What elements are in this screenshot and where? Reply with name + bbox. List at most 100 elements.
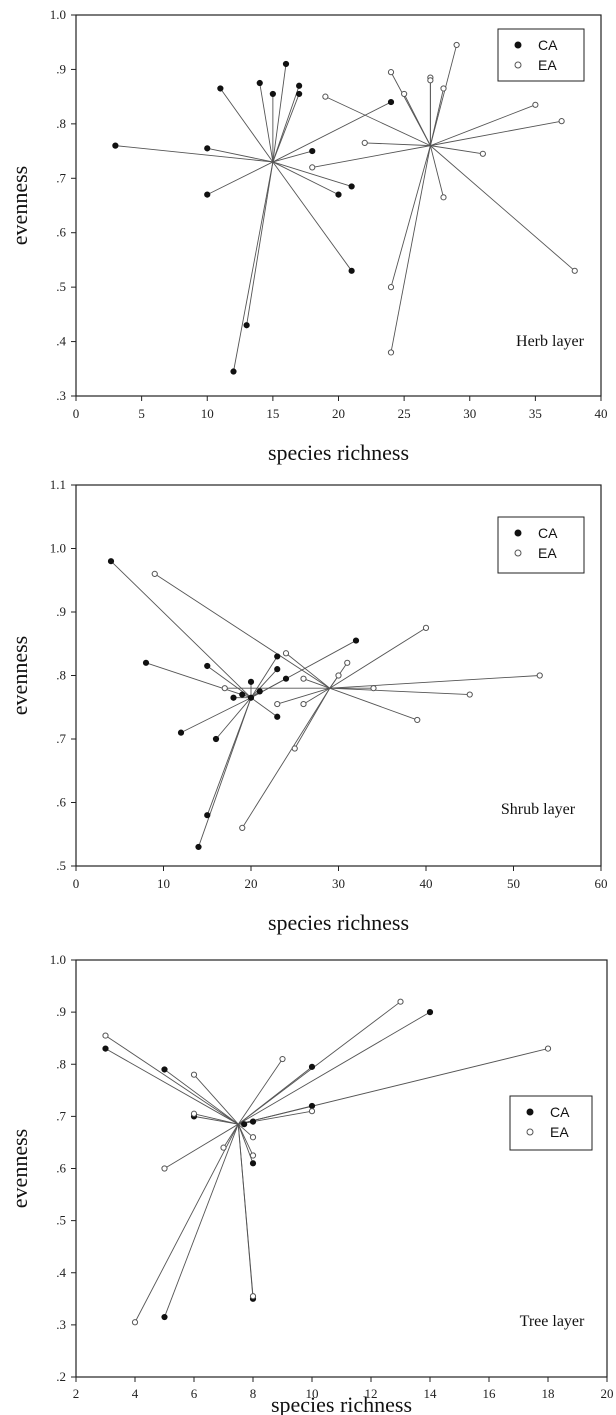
data-point-ca — [247, 678, 255, 685]
spoke-line-ca — [238, 1011, 431, 1125]
spoke-line-ea — [430, 145, 576, 272]
data-point-ca — [274, 653, 281, 660]
data-point-ca — [230, 694, 237, 701]
legend-label-ca: CA — [550, 1104, 570, 1120]
herb-layer-panel: 0 5 10 15 20 25 30 35 40 .3 .4 .5 .6 .7 .8 .9 1.0 species… — [7, 7, 607, 465]
data-point-ca — [217, 85, 224, 92]
spoke-line-ea — [329, 687, 418, 721]
y-axis-title: evenness — [7, 636, 32, 715]
y-tick-label: .9 — [56, 1004, 66, 1019]
data-point-ea — [131, 1319, 139, 1326]
spoke-line-ca — [198, 697, 252, 848]
spoke-line-ea — [329, 675, 540, 689]
data-point-ca — [102, 1045, 109, 1052]
spoke-line-ea — [223, 1123, 239, 1148]
data-point-ca — [348, 183, 355, 190]
spoke-line-ea — [154, 573, 330, 689]
x-tick-label: 35 — [529, 406, 542, 421]
legend-marker-ca — [526, 1108, 534, 1116]
spoke-line-ca — [164, 1069, 239, 1125]
legend-marker-ea — [514, 549, 522, 557]
data-point-ea — [466, 691, 473, 698]
data-point-ca — [348, 267, 355, 274]
spoke-line-ea — [237, 1001, 401, 1125]
data-point-ea — [422, 624, 430, 631]
spoke-line-ea — [303, 678, 330, 689]
y-tick-label: .5 — [56, 279, 66, 294]
legend-label-ea: EA — [538, 545, 557, 561]
y-tick-label: 1.0 — [50, 952, 66, 967]
data-point-ca — [249, 1160, 257, 1167]
data-point-ea — [536, 672, 543, 679]
y-tick-label: .6 — [56, 795, 66, 810]
y-tick-label: .5 — [56, 1213, 66, 1228]
data-point-ca — [308, 1063, 316, 1070]
data-point-ea — [239, 824, 246, 832]
spoke-line-ea — [430, 104, 536, 147]
panel-label: Tree layer — [520, 1313, 585, 1330]
y-tick-label: .3 — [56, 388, 66, 403]
data-point-ca — [309, 147, 316, 155]
data-point-ea — [220, 1144, 227, 1151]
data-point-ca — [308, 1102, 316, 1110]
data-point-ea — [397, 998, 404, 1005]
data-point-ca — [212, 735, 220, 743]
data-point-ca — [243, 322, 250, 329]
spoke-line-ea — [403, 93, 431, 146]
legend-label-ea: EA — [538, 57, 557, 73]
legend-label-ca: CA — [538, 525, 558, 541]
data-point-ca — [274, 713, 281, 720]
x-tick-label: 40 — [420, 876, 433, 891]
x-tick-label: 0 — [73, 406, 80, 421]
spoke-line-ca — [272, 101, 392, 163]
spoke-line-ca — [250, 640, 357, 699]
data-point-ea — [300, 700, 307, 708]
spoke-line-ea — [164, 1123, 239, 1169]
spoke-line-ea — [429, 44, 458, 146]
spoke-line-ea — [364, 142, 431, 147]
spoke-line-ea — [105, 1035, 239, 1125]
spoke-line-ca — [164, 1124, 239, 1318]
x-tick-label: 30 — [463, 406, 476, 421]
legend-box — [497, 516, 585, 574]
x-tick-label: 20 — [332, 406, 345, 421]
spoke-line-ea — [237, 1124, 254, 1156]
data-point-ca — [239, 691, 246, 698]
spoke-line-ca — [215, 697, 252, 740]
spoke-line-ea — [329, 627, 427, 689]
spoke-line-ea — [237, 1123, 254, 1138]
legend-box — [509, 1095, 593, 1151]
data-point-ea — [279, 1055, 286, 1063]
data-point-ca — [256, 688, 263, 695]
y-tick-label: .9 — [56, 61, 66, 76]
data-point-ea — [558, 118, 565, 125]
y-tick-label: .4 — [56, 1265, 66, 1280]
data-point-ca — [241, 1121, 248, 1128]
spoke-line-ca — [105, 1048, 239, 1125]
data-point-ea — [190, 1071, 198, 1078]
y-tick-label: .8 — [56, 116, 66, 131]
x-tick-label: 10 — [157, 876, 170, 891]
spoke-line-ca — [220, 88, 274, 163]
y-tick-label: .4 — [56, 334, 66, 349]
data-point-ea — [440, 194, 447, 201]
data-point-ca — [387, 98, 395, 106]
x-tick-label: 10 — [306, 1386, 319, 1401]
spoke-line-ca — [250, 656, 278, 698]
spoke-line-ea — [312, 145, 431, 168]
data-point-ea — [102, 1032, 109, 1039]
x-tick-label: 8 — [250, 1386, 257, 1401]
y-tick-label: .9 — [56, 604, 66, 619]
data-point-ea — [440, 85, 447, 92]
data-point-ea — [414, 716, 421, 724]
y-tick-label: .2 — [56, 1369, 66, 1384]
data-point-ca — [204, 662, 211, 670]
legend-marker-ca — [514, 529, 522, 537]
y-axis-title: evenness — [7, 1129, 32, 1208]
spoke-line-ea — [193, 1113, 239, 1125]
spoke-line-ca — [272, 85, 300, 163]
data-point-ea — [274, 700, 281, 708]
spoke-line-ca — [272, 161, 352, 272]
legend-marker-ea — [526, 1128, 534, 1136]
x-tick-label: 5 — [138, 406, 145, 421]
